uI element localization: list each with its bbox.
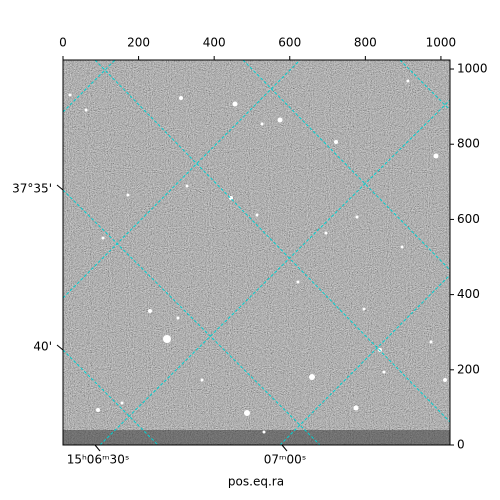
- y-tick-label: 600: [457, 212, 480, 226]
- stars: [68, 79, 447, 434]
- x-tick-label: 200: [127, 36, 150, 50]
- x-tick-label: 400: [203, 36, 226, 50]
- x-tick-label: 600: [278, 36, 301, 50]
- ra-tick-label: 07ᵐ00ˢ: [264, 453, 307, 467]
- y-tick-label: 800: [457, 137, 480, 151]
- x-tick-label: 0: [59, 36, 67, 50]
- coordinate-grid: [63, 60, 450, 445]
- dec-tick-label: 40': [33, 340, 52, 354]
- y-tick-label: 1000: [457, 62, 488, 76]
- world-tick-marks: [56, 184, 288, 452]
- y-tick-label: 200: [457, 362, 480, 376]
- dec-tick-label: 37°35': [12, 182, 52, 196]
- x-tick-label: 1000: [426, 36, 457, 50]
- x-axis-label: pos.eq.ra: [228, 475, 284, 489]
- ra-tick-label: 15ʰ06ᵐ30ˢ: [67, 453, 130, 467]
- y-tick-label: 400: [457, 287, 480, 301]
- sky-image: [63, 60, 450, 445]
- y-tick-label: 0: [457, 438, 465, 452]
- axes-frame: [62, 59, 451, 446]
- x-tick-label: 800: [354, 36, 377, 50]
